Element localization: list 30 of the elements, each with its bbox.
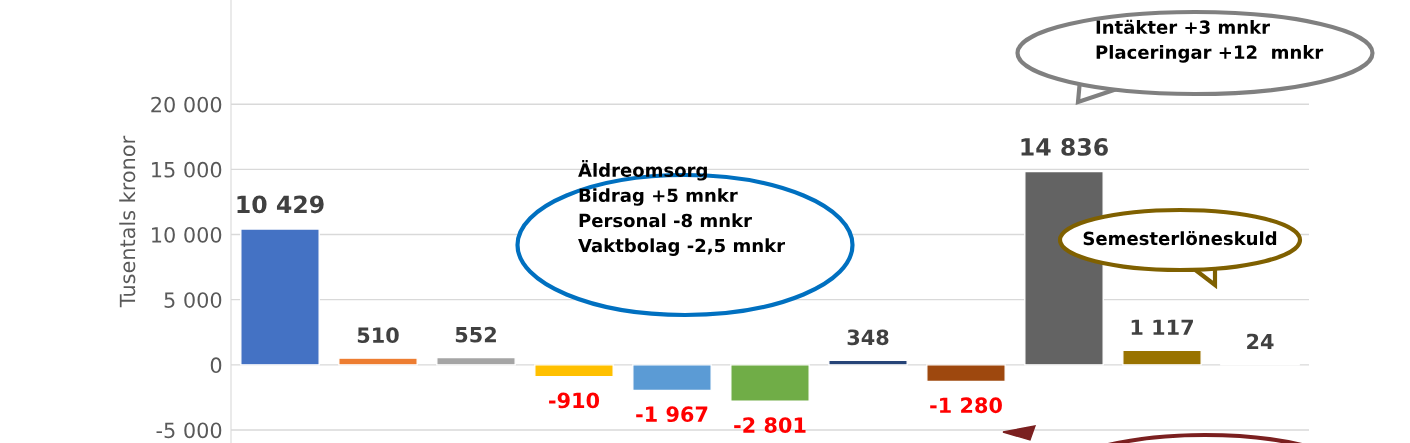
annotation: Intäkter +3 mnkr Placeringar +12 mnkr (1096, 19, 1324, 63)
data-label: -1 967 (636, 406, 708, 423)
y-tick-label: 10 000 (152, 226, 222, 243)
data-label: 10 429 (237, 195, 324, 214)
bar (338, 357, 418, 366)
y-tick-label: 5 000 (164, 292, 222, 308)
data-label: 552 (455, 326, 496, 343)
annotation: Äldreomsorg Bidrag +5 mnkr Personal -8 mnkr Vaktbolag -2,5 mnkr (578, 160, 786, 256)
bar (436, 356, 516, 366)
bar (632, 364, 712, 392)
data-label: 14 836 (1021, 138, 1108, 156)
data-label: 348 (847, 329, 889, 346)
bar (926, 364, 1006, 383)
y-tick-label: 20 000 (151, 96, 222, 113)
bar (240, 228, 320, 366)
data-label: -2 801 (734, 417, 806, 433)
data-label: 510 (357, 327, 399, 344)
bar (828, 359, 908, 366)
y-tick-label: 15 000 (152, 161, 222, 178)
annotation: Semesterlöneskuld (1083, 231, 1277, 246)
y-tick-label: 0 (210, 357, 222, 374)
bar (730, 364, 810, 403)
y-axis-title: Tusentals kronor (119, 135, 136, 308)
data-label: 1 117 (1131, 319, 1193, 335)
data-label: -910 (549, 392, 600, 409)
y-tick-label: -5 000 (156, 422, 222, 439)
data-label: -1 280 (930, 397, 1002, 414)
bar (534, 364, 614, 378)
bar (1122, 349, 1202, 366)
data-label: 24 (1247, 333, 1274, 350)
